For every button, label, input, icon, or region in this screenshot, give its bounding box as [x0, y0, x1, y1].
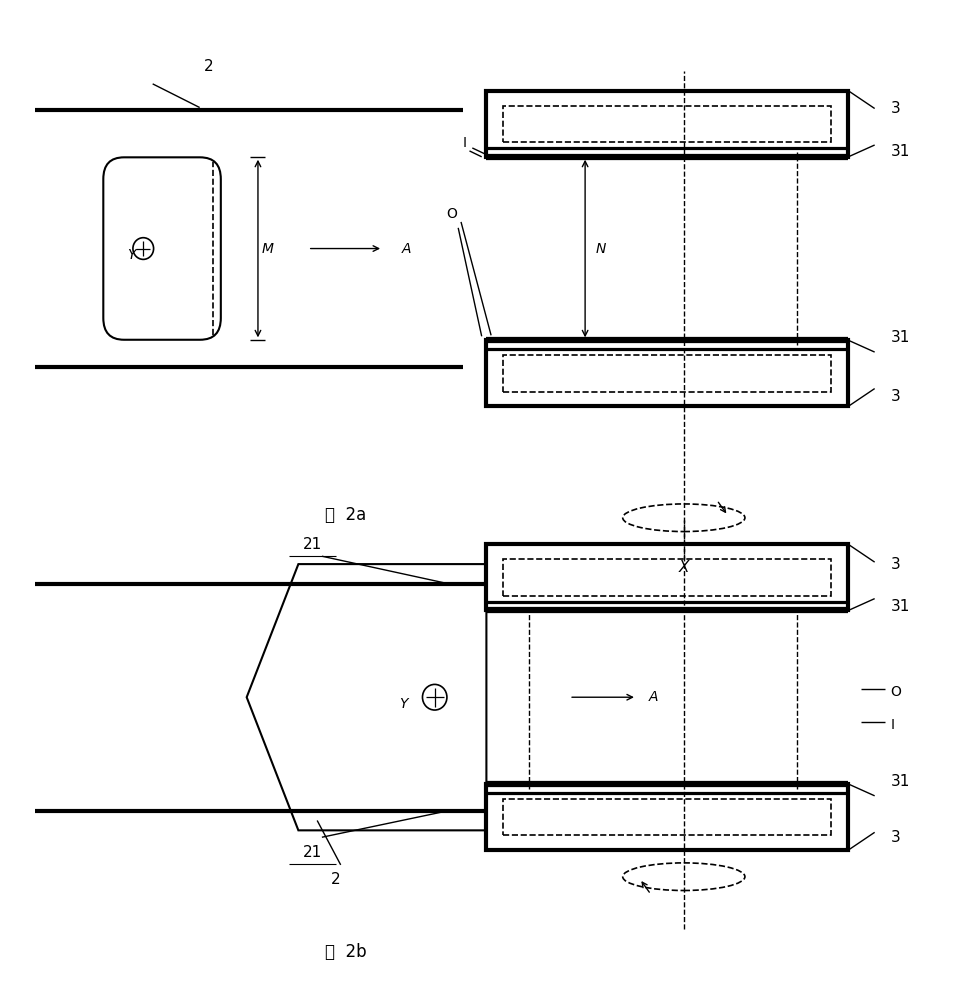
- Text: 31: 31: [890, 599, 909, 614]
- Bar: [486, 340, 847, 406]
- Text: N: N: [596, 242, 606, 256]
- Bar: [503, 559, 831, 596]
- Text: Y: Y: [127, 248, 135, 262]
- Text: 31: 31: [890, 774, 909, 789]
- Bar: [503, 799, 831, 835]
- Text: 图  2b: 图 2b: [324, 943, 366, 961]
- Text: Y: Y: [399, 697, 408, 711]
- Text: 3: 3: [890, 830, 900, 845]
- Text: 21: 21: [302, 537, 322, 552]
- Bar: [486, 91, 847, 157]
- Text: 21: 21: [302, 845, 322, 860]
- Bar: [486, 784, 847, 850]
- Bar: [486, 544, 847, 610]
- Text: 31: 31: [890, 330, 909, 345]
- Text: 图  2a: 图 2a: [324, 506, 366, 524]
- Text: 31: 31: [890, 144, 909, 159]
- Text: I: I: [462, 136, 466, 150]
- Text: 3: 3: [890, 101, 900, 116]
- Text: 3: 3: [890, 389, 900, 404]
- Bar: [503, 106, 831, 142]
- Text: 3: 3: [890, 557, 900, 572]
- Text: 2: 2: [331, 872, 340, 887]
- Text: 2: 2: [204, 59, 213, 74]
- Bar: [503, 355, 831, 392]
- Text: M: M: [261, 242, 274, 256]
- Text: O: O: [446, 207, 456, 221]
- Text: A: A: [401, 242, 411, 256]
- Text: I: I: [890, 718, 894, 732]
- Text: X: X: [678, 560, 688, 575]
- Text: A: A: [648, 690, 658, 704]
- Text: O: O: [890, 685, 901, 699]
